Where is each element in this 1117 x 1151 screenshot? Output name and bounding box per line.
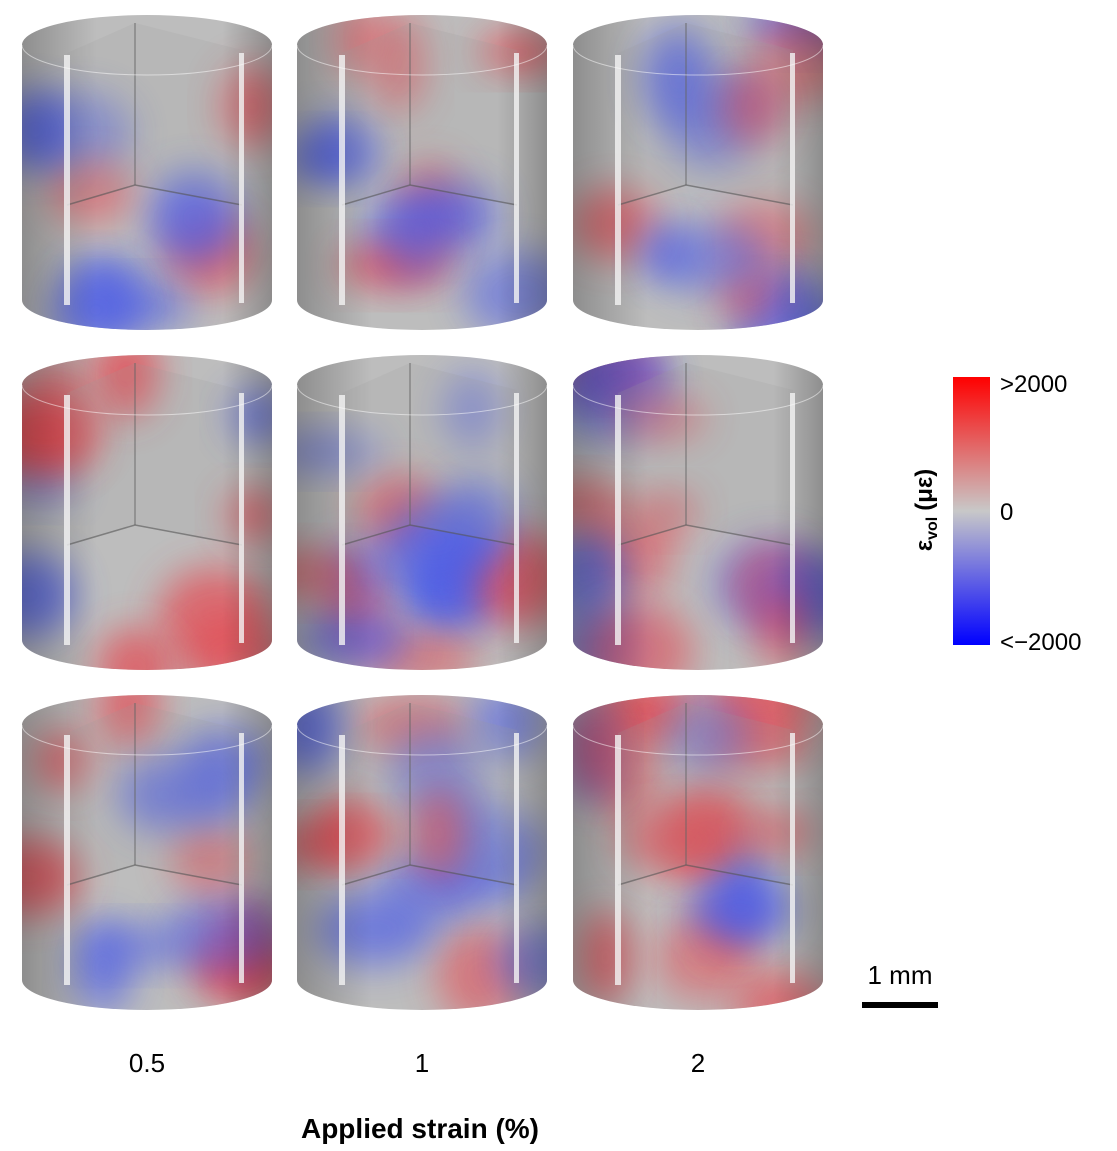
specimen (271, 682, 591, 1025)
cut-face (339, 55, 345, 305)
cutaway (342, 363, 517, 545)
cut-face (615, 55, 621, 305)
cut-face (339, 395, 345, 645)
cut-face (514, 733, 519, 983)
cutaway (67, 703, 242, 885)
cut-face (514, 393, 519, 643)
specimen (571, 0, 860, 371)
specimen (287, 0, 576, 336)
symbol: ε (911, 540, 938, 551)
specimen (0, 15, 285, 352)
cut-face (64, 395, 70, 645)
cutaway (618, 703, 793, 885)
colorbar-label: <−2000 (1000, 629, 1081, 656)
cut-face (615, 735, 621, 985)
column-label: 0.5 (129, 1048, 165, 1078)
axis-title: Applied strain (%) (301, 1113, 539, 1144)
unit: (με) (911, 469, 938, 511)
cutaway (342, 23, 517, 205)
cut-face (64, 55, 70, 305)
colorbar-title: εvol (με) (911, 469, 941, 552)
cutaway (67, 363, 242, 545)
column-label: 1 (415, 1048, 429, 1078)
cut-face (514, 53, 519, 303)
specimen (565, 652, 829, 1036)
cut-face (790, 733, 795, 983)
specimen (0, 663, 291, 1013)
specimen (0, 330, 289, 708)
scale-bar-label: 1 mm (868, 960, 933, 990)
figure: >2000 0 <−2000 εvol (με) 1 mm 0.5 1 2 App… (0, 0, 1117, 1151)
cutaway (342, 703, 517, 885)
colorbar-label: >2000 (1000, 371, 1067, 398)
cut-face (239, 733, 244, 983)
subscript: vol (924, 517, 941, 540)
column-label: 2 (691, 1048, 705, 1078)
specimen-renders (0, 0, 873, 1036)
cut-face (790, 393, 795, 643)
specimen (246, 355, 569, 687)
cut-face (239, 393, 244, 643)
cut-face (615, 395, 621, 645)
specimen (536, 336, 873, 700)
cut-face (64, 735, 70, 985)
cutaway (618, 23, 793, 205)
cutaway (67, 23, 242, 205)
cut-face (339, 735, 345, 985)
colorbar-label: 0 (1000, 499, 1013, 526)
cut-face (790, 53, 795, 303)
colorbar (953, 377, 990, 645)
cut-face (239, 53, 244, 303)
cutaway (618, 363, 793, 545)
